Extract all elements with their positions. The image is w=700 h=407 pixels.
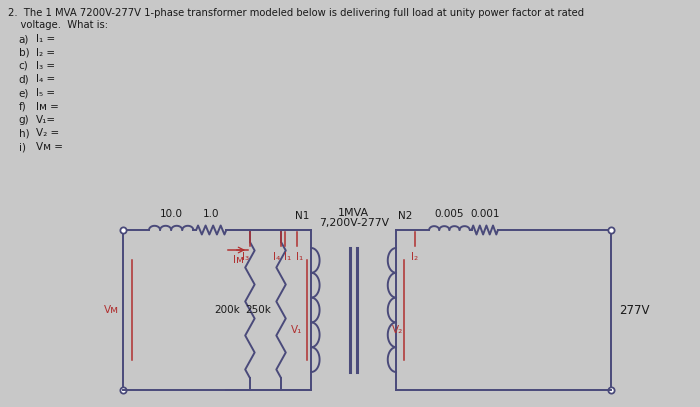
Text: I₂: I₂ — [412, 252, 419, 262]
Text: V₂ =: V₂ = — [36, 129, 59, 138]
Text: Vᴍ: Vᴍ — [104, 305, 119, 315]
Text: V₂: V₂ — [393, 325, 404, 335]
Text: V₁=: V₁= — [36, 115, 56, 125]
Text: 7,200V-277V: 7,200V-277V — [318, 218, 388, 228]
Text: 277V: 277V — [619, 304, 649, 317]
Text: 1.0: 1.0 — [203, 209, 220, 219]
Text: I₃ =: I₃ = — [36, 61, 55, 71]
Text: 10.0: 10.0 — [160, 209, 183, 219]
Text: I₃: I₃ — [241, 252, 248, 262]
Text: 0.001: 0.001 — [470, 209, 500, 219]
Text: I₅ =: I₅ = — [36, 88, 55, 98]
Text: I₁: I₁ — [284, 252, 291, 262]
Text: 250k: 250k — [246, 305, 272, 315]
Text: I₁ =: I₁ = — [36, 34, 55, 44]
Text: e): e) — [19, 88, 29, 98]
Text: h): h) — [19, 129, 29, 138]
Text: b): b) — [19, 48, 29, 57]
Text: d): d) — [19, 74, 29, 85]
Text: 200k: 200k — [215, 305, 241, 315]
Text: N1: N1 — [295, 211, 309, 221]
Text: c): c) — [19, 61, 29, 71]
Text: 1MVA: 1MVA — [338, 208, 369, 218]
Text: I₁: I₁ — [296, 252, 304, 262]
Text: f): f) — [19, 101, 27, 112]
Text: N2: N2 — [398, 211, 413, 221]
Text: 2.  The 1 MVA 7200V-277V 1-phase transformer modeled below is delivering full lo: 2. The 1 MVA 7200V-277V 1-phase transfor… — [8, 8, 584, 18]
Text: I₂ =: I₂ = — [36, 48, 55, 57]
Text: Iᴍ: Iᴍ — [232, 255, 244, 265]
Text: Iᴍ =: Iᴍ = — [36, 101, 59, 112]
Text: g): g) — [19, 115, 29, 125]
Text: 0.005: 0.005 — [435, 209, 464, 219]
Text: voltage.  What is:: voltage. What is: — [8, 20, 108, 30]
Text: i): i) — [19, 142, 26, 152]
Text: I₄: I₄ — [273, 252, 280, 262]
Text: a): a) — [19, 34, 29, 44]
Text: I₄ =: I₄ = — [36, 74, 55, 85]
Text: V₁: V₁ — [291, 325, 303, 335]
Text: Vᴍ =: Vᴍ = — [36, 142, 63, 152]
